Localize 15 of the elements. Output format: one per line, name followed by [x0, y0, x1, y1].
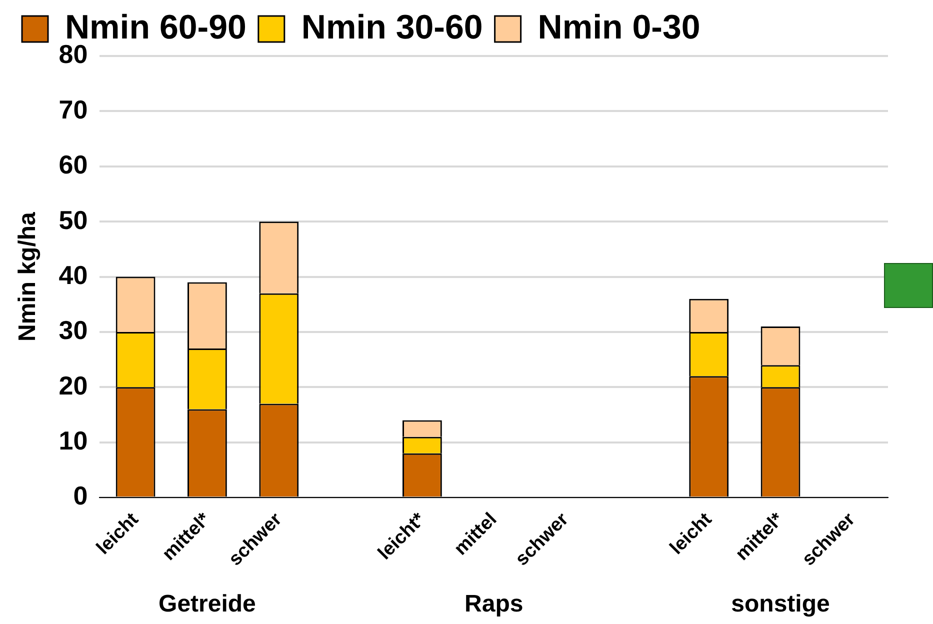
y-tick-label: 80 [58, 39, 88, 70]
y-tick-label: 10 [58, 426, 88, 456]
text: Raps [464, 590, 524, 618]
y-tick-label: 30 [58, 315, 88, 346]
y-tick-label: 0 [73, 480, 88, 511]
y-axis-title: Nmin kg/ha [14, 211, 42, 342]
legend-label: Nmin 30-60 [301, 8, 483, 46]
text: Getreide [158, 590, 256, 618]
legend-label: Nmin 0-30 [538, 8, 700, 46]
y-tick-label: 70 [58, 94, 88, 124]
text: sonstige [731, 590, 830, 618]
y-tick-label: 50 [58, 204, 88, 235]
y-tick-label: 20 [58, 370, 88, 400]
y-tick-label: 60 [58, 150, 88, 180]
y-tick-label: 40 [58, 260, 88, 290]
